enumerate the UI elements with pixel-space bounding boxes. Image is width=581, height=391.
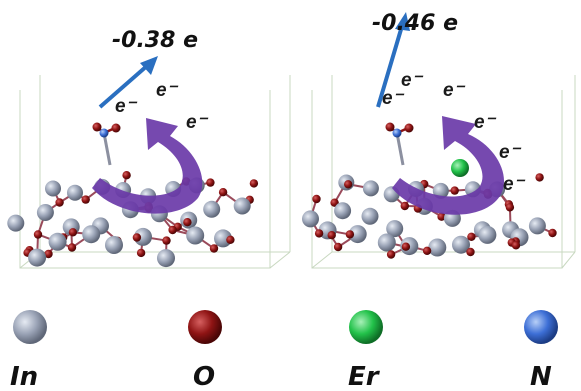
in-atom [528,217,546,235]
o-atom [535,173,544,182]
o-atom [327,231,336,240]
in-atom [186,226,205,245]
o-atom [505,203,515,212]
o-atom [467,232,476,241]
in-atom [48,232,67,251]
legend-label: In [10,362,38,391]
o-atom [67,243,77,252]
electron-label: e⁻ [499,142,522,163]
in-atom [362,180,379,197]
electron-label: e⁻ [401,70,424,91]
o-atom [55,198,64,207]
legend-item-in: In [10,310,47,391]
electron-labels: e⁻ e⁻ e⁻ e⁻ e⁻ e⁻ [382,70,526,195]
o-atom [344,180,353,189]
in-atom [203,200,221,218]
in-atom [478,225,497,244]
o-atom [122,171,131,180]
legend-item-n: N [524,310,558,391]
electron-label: e⁻ [474,112,497,133]
in-atom [233,197,251,215]
o-atom [450,186,459,195]
in-atom [82,225,101,244]
legend-label: O [193,362,215,391]
in-atom [386,220,404,238]
charge-transfer-arrow [98,56,158,109]
in-atom [377,233,396,252]
o-atom [401,242,411,251]
o-atom-sphere-icon [188,310,222,344]
o-atom [249,179,259,188]
in-atom [45,180,61,197]
legend-item-er: Er [348,310,383,391]
o-atom [44,249,53,259]
o-atom [136,248,146,258]
legend-label: Er [348,362,381,391]
in-atom [361,207,379,225]
o-atom [314,229,324,238]
o-atom [333,242,343,252]
o-atom [162,236,171,245]
electron-label: e⁻ [156,80,179,101]
o-atom [312,194,321,204]
o-atom [218,188,228,197]
in-atom [348,225,367,244]
charge-transfer-label: -0.38 e [112,28,198,53]
adsorbed-no2-molecule [385,122,414,166]
in-atom-sphere-icon [13,310,47,344]
o-atom [33,230,43,239]
element-legend: In O Er N [10,310,558,391]
o-atom [183,218,192,227]
adsorbed-no2-molecule [92,122,121,166]
in-atom [67,184,83,201]
o-atom [422,246,432,255]
electron-label: e⁻ [115,96,138,117]
electron-transfer-curved-arrow [392,116,505,215]
in-atom [428,238,447,257]
charge-transfer-label: -0.46 e [372,11,458,36]
electron-label: e⁻ [443,80,466,101]
o-atom [132,233,142,242]
structure-panel-right: -0.46 e e⁻ e⁻ e⁻ e⁻ e⁻ e⁻ [302,11,576,269]
n-atom-sphere-icon [524,310,558,344]
electron-label: e⁻ [382,88,405,109]
in-atom [302,210,319,228]
o-atom [209,244,219,253]
charge-transfer-arrow [376,12,410,108]
o-atom [345,230,355,239]
o-atom [386,250,396,259]
electron-label: e⁻ [503,174,526,195]
o-atom [511,241,521,250]
in-atom [432,182,449,199]
o-atom [226,235,235,244]
in-atom [334,202,352,220]
electron-transfer-curved-arrow [92,118,203,214]
legend-label: N [530,362,552,391]
er-dopant-atom [451,159,469,177]
in-atom [28,248,47,267]
o-atom [68,228,78,237]
o-atom [437,212,446,221]
er-atom-sphere-icon [349,310,383,344]
in-atom [134,227,152,246]
unit-cell-box [311,75,576,269]
o-atom [168,225,177,235]
in-atom [157,249,175,268]
in-atom [452,235,470,254]
structure-panel-left: -0.38 e e⁻ e⁻ e⁻ [7,28,291,269]
in-atom [7,214,25,232]
o-atom [400,201,409,211]
atom-slab [7,171,259,268]
legend-item-o: O [188,310,222,391]
electron-label: e⁻ [186,112,209,133]
in-atom [36,204,54,221]
o-atom [81,195,90,204]
in-atom [105,236,123,254]
electron-labels: e⁻ e⁻ e⁻ [115,80,209,133]
in-atom [214,229,232,248]
o-atom [548,228,557,238]
o-atom [206,178,215,187]
o-atom [466,247,475,257]
